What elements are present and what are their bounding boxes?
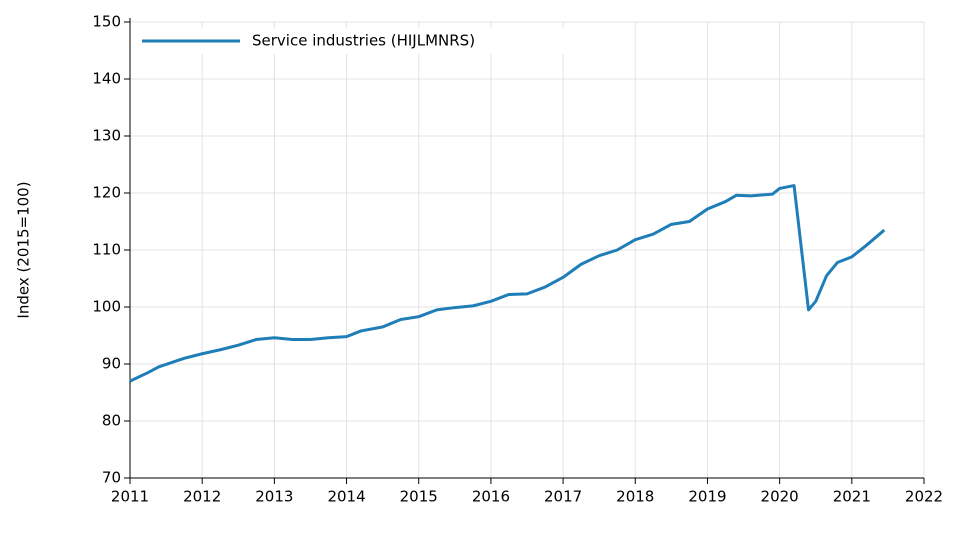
y-tick-label: 80 — [102, 412, 121, 430]
y-tick-label: 70 — [102, 469, 121, 487]
x-tick-label: 2018 — [616, 488, 654, 506]
y-tick-label: 110 — [92, 241, 121, 259]
y-tick-label: 100 — [92, 298, 121, 316]
x-tick-label: 2013 — [255, 488, 293, 506]
y-tick-label: 120 — [92, 184, 121, 202]
x-tick-label: 2020 — [761, 488, 799, 506]
x-tick-label: 2012 — [183, 488, 221, 506]
x-tick-label: 2011 — [111, 488, 149, 506]
y-tick-label: 90 — [102, 355, 121, 373]
x-tick-label: 2022 — [905, 488, 943, 506]
y-tick-label: 130 — [92, 127, 121, 145]
series-line — [129, 184, 886, 383]
x-tick-label: 2014 — [327, 488, 365, 506]
x-tick-label: 2019 — [688, 488, 726, 506]
legend-label: Service industries (HIJLMNRS) — [252, 32, 475, 50]
y-axis-label: Index (2015=100) — [15, 181, 33, 318]
x-tick-label: 2016 — [472, 488, 510, 506]
y-tick-label: 150 — [92, 13, 121, 31]
x-tick-label: 2021 — [833, 488, 871, 506]
x-tick-label: 2017 — [544, 488, 582, 506]
y-tick-label: 140 — [92, 70, 121, 88]
x-tick-label: 2015 — [400, 488, 438, 506]
